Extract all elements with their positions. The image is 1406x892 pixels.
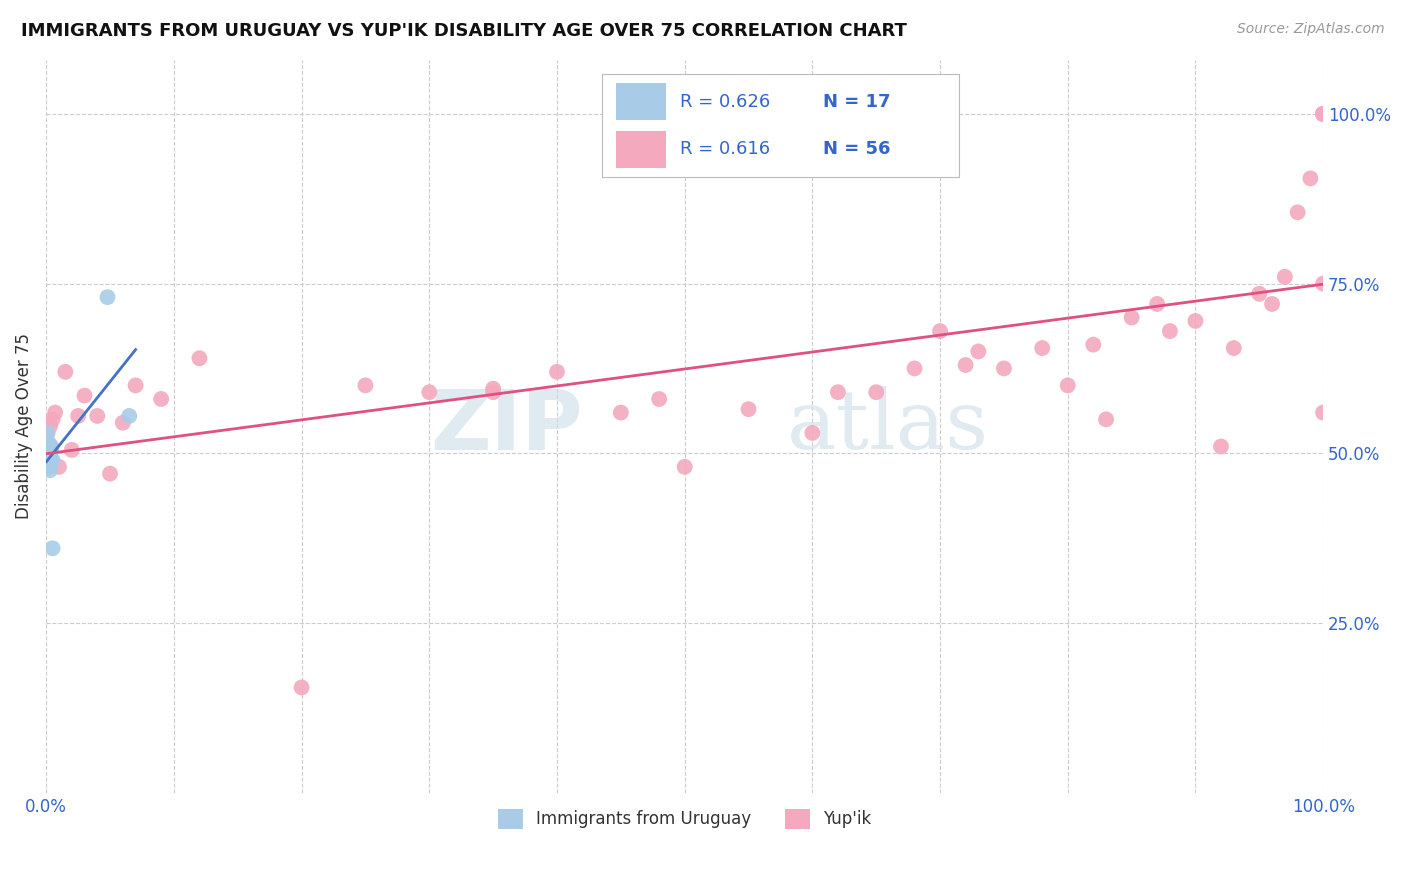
Point bbox=[73, 388, 96, 402]
Point bbox=[801, 425, 824, 440]
Point bbox=[1312, 406, 1334, 420]
Text: IMMIGRANTS FROM URUGUAY VS YUP'IK DISABILITY AGE OVER 75 CORRELATION CHART: IMMIGRANTS FROM URUGUAY VS YUP'IK DISABI… bbox=[21, 22, 907, 40]
Point bbox=[290, 681, 312, 695]
Point bbox=[1159, 324, 1181, 338]
Point bbox=[35, 440, 58, 454]
Text: atlas: atlas bbox=[787, 386, 988, 467]
Point bbox=[111, 416, 134, 430]
Point bbox=[1312, 107, 1334, 121]
Point bbox=[1083, 337, 1105, 351]
Point bbox=[38, 453, 60, 467]
Point bbox=[546, 365, 568, 379]
Point bbox=[1299, 171, 1322, 186]
Legend: Immigrants from Uruguay, Yup'ik: Immigrants from Uruguay, Yup'ik bbox=[491, 802, 877, 836]
Text: Source: ZipAtlas.com: Source: ZipAtlas.com bbox=[1237, 22, 1385, 37]
Point bbox=[482, 382, 505, 396]
Point bbox=[418, 385, 440, 400]
Point bbox=[150, 392, 173, 406]
Point bbox=[827, 385, 849, 400]
Point bbox=[354, 378, 377, 392]
Point bbox=[610, 406, 633, 420]
Point bbox=[53, 365, 76, 379]
Point bbox=[737, 402, 759, 417]
Point bbox=[41, 453, 63, 467]
Point bbox=[38, 459, 60, 474]
Point bbox=[1261, 297, 1284, 311]
Point bbox=[37, 446, 59, 460]
Point bbox=[1274, 269, 1296, 284]
Point bbox=[39, 440, 62, 454]
Point bbox=[118, 409, 141, 423]
Point bbox=[1312, 107, 1334, 121]
Point bbox=[648, 392, 671, 406]
Point bbox=[39, 440, 62, 454]
Point bbox=[96, 290, 118, 304]
Point bbox=[993, 361, 1015, 376]
Point bbox=[903, 361, 925, 376]
Point bbox=[98, 467, 121, 481]
Point bbox=[39, 463, 62, 477]
Point bbox=[1286, 205, 1309, 219]
Point bbox=[673, 459, 696, 474]
Point bbox=[38, 446, 60, 460]
Point bbox=[1249, 286, 1271, 301]
Point bbox=[41, 541, 63, 556]
Point bbox=[1146, 297, 1168, 311]
Point bbox=[1095, 412, 1118, 426]
Point bbox=[86, 409, 108, 423]
Point bbox=[1209, 440, 1232, 454]
Point bbox=[929, 324, 952, 338]
Point bbox=[39, 442, 62, 457]
Point bbox=[44, 406, 66, 420]
Point bbox=[37, 425, 59, 440]
Point bbox=[39, 419, 62, 434]
Point bbox=[60, 442, 83, 457]
Point bbox=[482, 385, 505, 400]
Point bbox=[48, 459, 70, 474]
Point bbox=[967, 344, 990, 359]
Point bbox=[1312, 107, 1334, 121]
Point bbox=[1312, 277, 1334, 291]
Point bbox=[1031, 341, 1053, 355]
Point bbox=[124, 378, 146, 392]
Point bbox=[1222, 341, 1244, 355]
Point bbox=[1056, 378, 1078, 392]
Point bbox=[188, 351, 211, 366]
Point bbox=[1312, 107, 1334, 121]
Point bbox=[41, 412, 63, 426]
Point bbox=[37, 425, 59, 440]
Point bbox=[37, 442, 59, 457]
Point bbox=[38, 436, 60, 450]
Point bbox=[39, 453, 62, 467]
Point bbox=[865, 385, 887, 400]
Y-axis label: Disability Age Over 75: Disability Age Over 75 bbox=[15, 333, 32, 519]
Text: ZIP: ZIP bbox=[430, 385, 582, 467]
Point bbox=[67, 409, 90, 423]
Point bbox=[1121, 310, 1143, 325]
Point bbox=[955, 358, 977, 372]
Point bbox=[39, 446, 62, 460]
Point bbox=[38, 459, 60, 474]
Point bbox=[1184, 314, 1206, 328]
